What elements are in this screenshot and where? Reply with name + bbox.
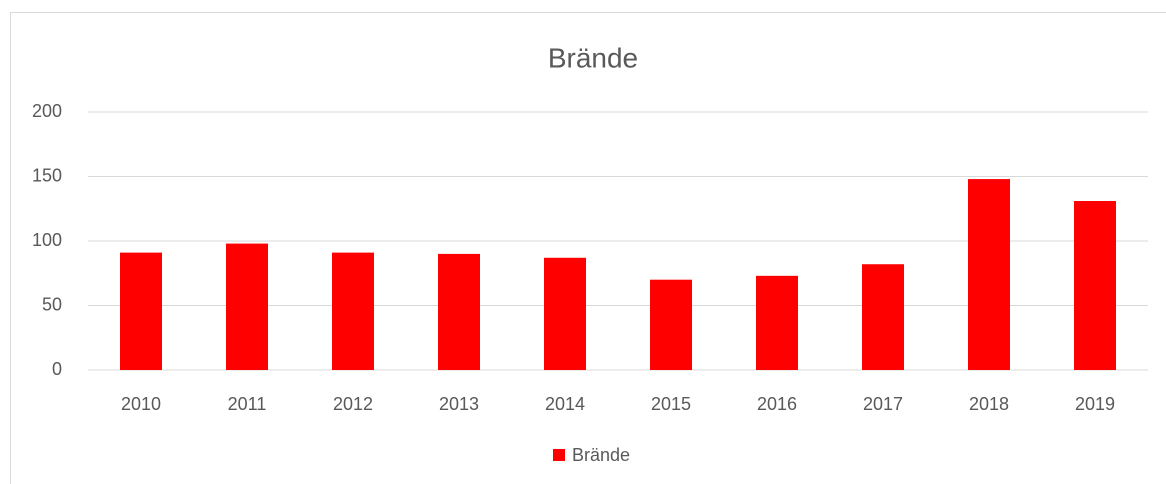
y-tick-label: 0: [52, 359, 62, 379]
y-tick-label: 200: [32, 101, 62, 121]
x-tick-label: 2013: [439, 394, 479, 414]
x-tick-label: 2018: [969, 394, 1009, 414]
x-tick-label: 2019: [1075, 394, 1115, 414]
bar: [544, 257, 586, 370]
x-tick-label: 2017: [863, 394, 903, 414]
bar: [1074, 201, 1116, 370]
y-tick-label: 50: [42, 294, 62, 314]
y-tick-label: 150: [32, 165, 62, 185]
bar: [226, 243, 268, 370]
chart-title: Brände: [548, 42, 638, 73]
legend-swatch: [553, 449, 565, 461]
bar: [438, 253, 480, 370]
x-tick-label: 2015: [651, 394, 691, 414]
x-tick-label: 2016: [757, 394, 797, 414]
bar: [650, 279, 692, 370]
y-tick-label: 100: [32, 230, 62, 250]
bar: [120, 252, 162, 370]
x-tick-label: 2014: [545, 394, 585, 414]
x-tick-label: 2011: [228, 394, 267, 414]
x-tick-label: 2012: [333, 394, 373, 414]
bar: [332, 252, 374, 370]
bar: [968, 179, 1010, 370]
x-tick-label: 2010: [121, 394, 161, 414]
bar: [862, 264, 904, 370]
bar: [756, 275, 798, 370]
legend-label: Brände: [572, 445, 630, 465]
